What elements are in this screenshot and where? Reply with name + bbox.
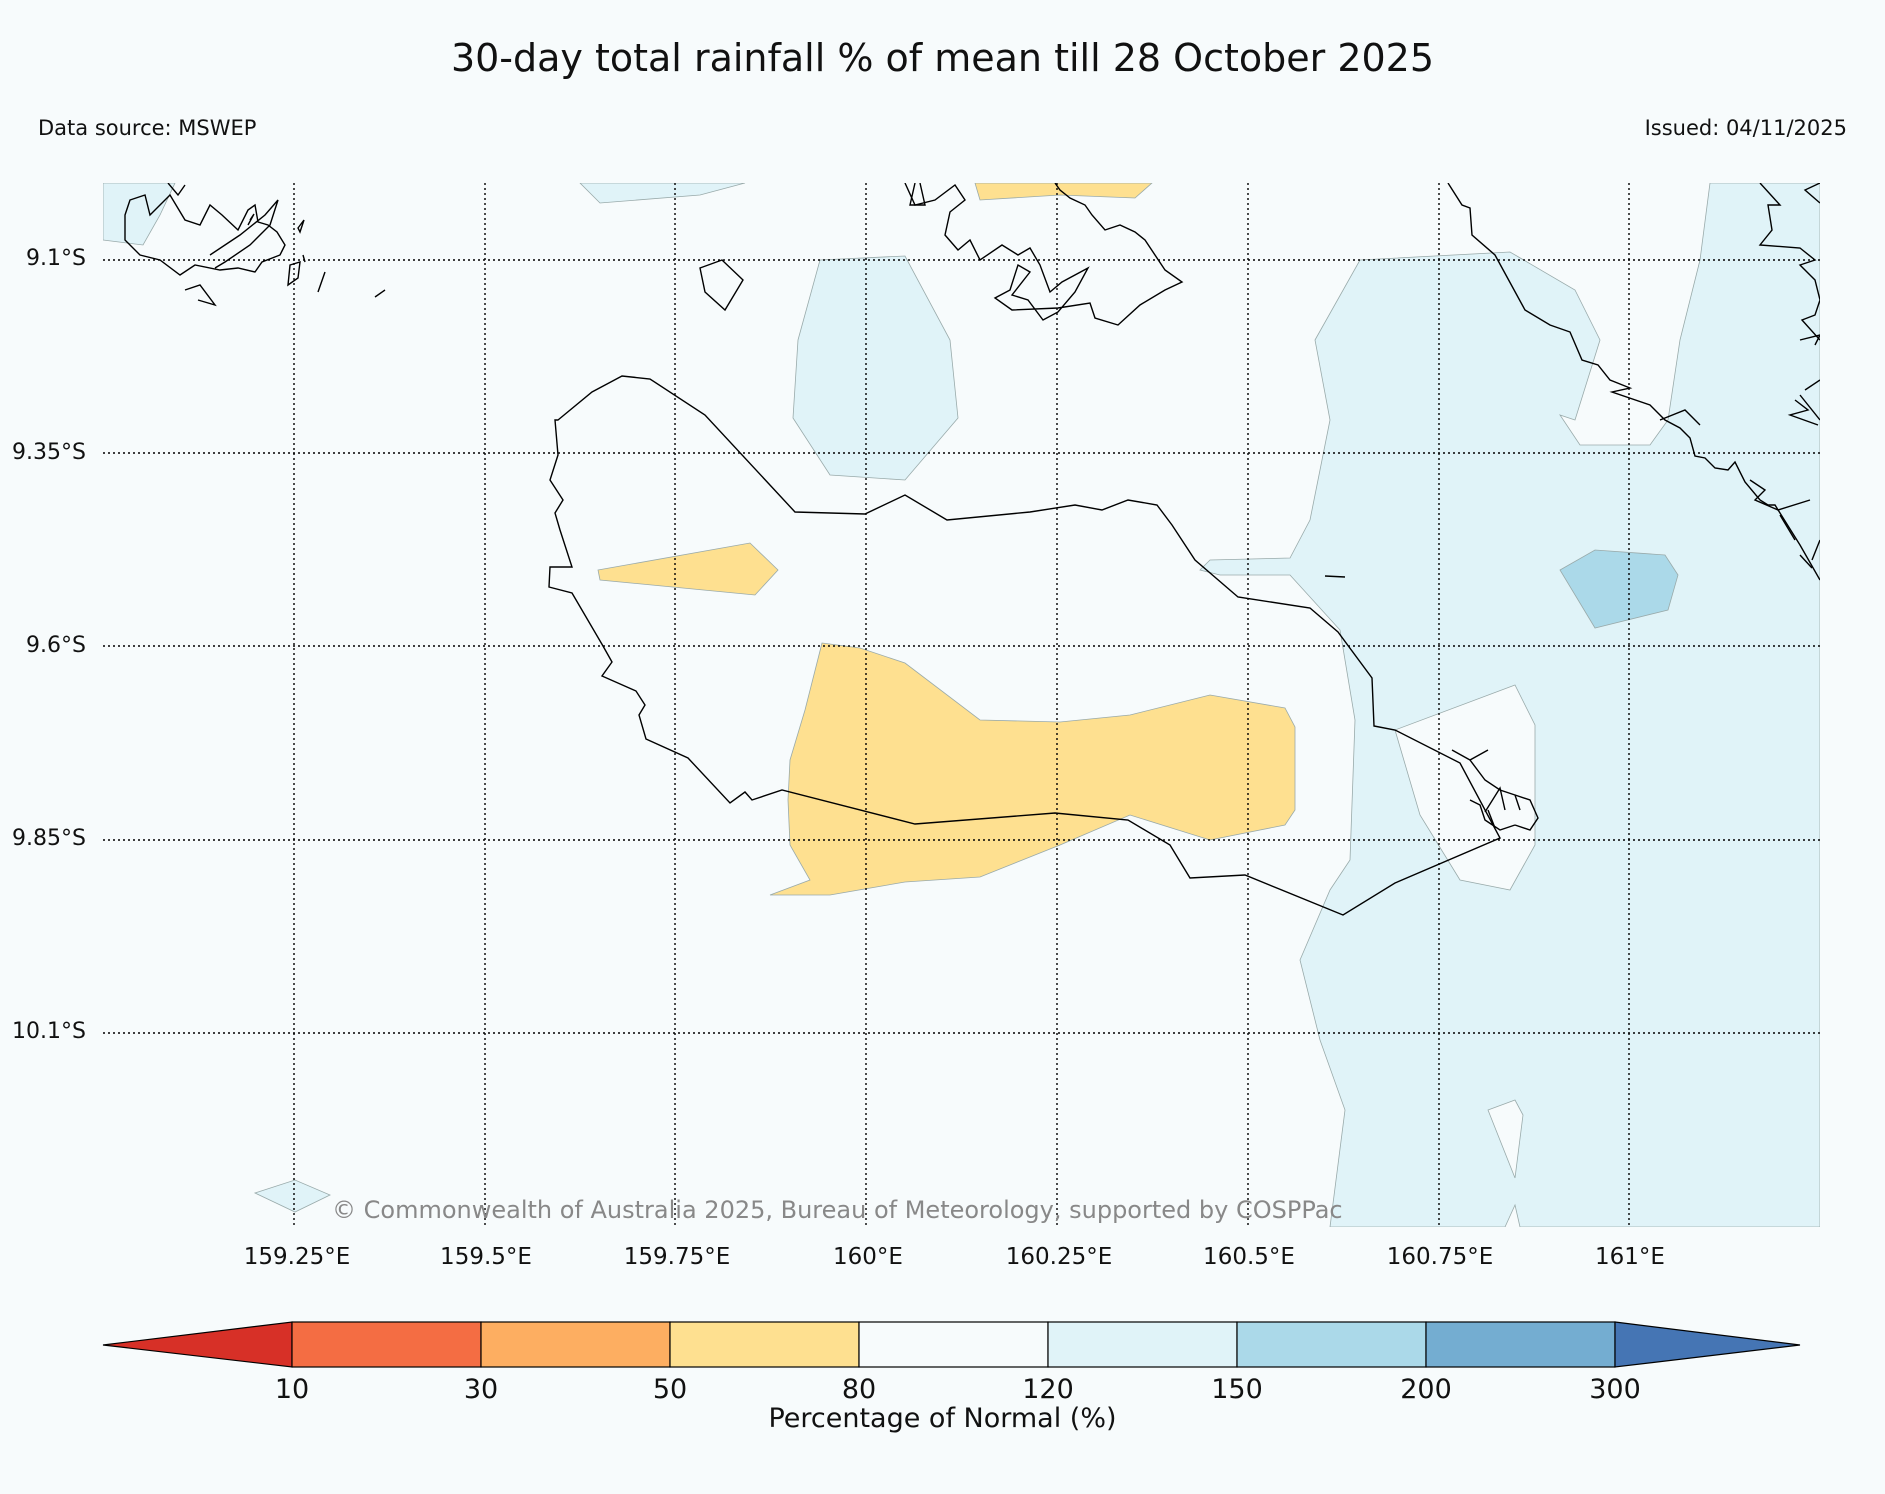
coastline-malaita-7 xyxy=(1749,479,1811,511)
coastline-malaita-5 xyxy=(1787,399,1819,426)
lat-label-9-6: 9.6°S xyxy=(26,633,86,658)
colorbar xyxy=(102,1321,1801,1368)
coastline-isabel-9 xyxy=(374,289,386,298)
colorbar-tick-120: 120 xyxy=(1022,1374,1074,1405)
contour-50-80-main xyxy=(769,642,1296,896)
coastline-isabel xyxy=(124,193,286,276)
lat-label-9-85: 9.85°S xyxy=(12,826,86,851)
colorbar-bin-120-150 xyxy=(1047,1321,1238,1368)
coastline-malaita-2 xyxy=(1803,183,1820,204)
gridlines xyxy=(103,183,1820,1227)
colorbar-tick-300: 300 xyxy=(1589,1374,1641,1405)
lat-label-9-1: 9.1°S xyxy=(26,246,86,271)
lon-label-160-75: 160.75°E xyxy=(1386,1244,1494,1270)
coastline-malaita-4 xyxy=(1799,394,1820,421)
lon-label-159-75: 159.75°E xyxy=(623,1244,731,1270)
coastline-isabel-10 xyxy=(302,254,306,263)
coastline-florida-islands xyxy=(699,259,744,312)
coastline-isabel-3 xyxy=(184,284,217,307)
coastline-malaita-12 xyxy=(1799,334,1820,346)
coastline-malaita-10 xyxy=(1811,539,1820,561)
colorbar-tick-30: 30 xyxy=(463,1374,499,1405)
colorbar-extend-low xyxy=(102,1321,293,1368)
colorbar-bin-50-80 xyxy=(669,1321,860,1368)
coastline-east-tip-3 xyxy=(1484,786,1506,813)
coastline-isabel-7 xyxy=(247,213,255,226)
coastline-nggela xyxy=(904,183,1184,326)
copyright-notice: © Commonwealth of Australia 2025, Bureau… xyxy=(332,1196,1343,1224)
map-area xyxy=(103,183,1820,1227)
coastline-malaita-8 xyxy=(1779,514,1796,541)
coastline-east-tip-4 xyxy=(1514,794,1539,831)
issued-date: Issued: 04/11/2025 xyxy=(1644,116,1847,140)
lon-label-160: 160°E xyxy=(833,1244,903,1270)
colorbar-bin-200-300 xyxy=(1425,1321,1616,1368)
coastline-isabel-5 xyxy=(317,271,326,293)
colorbar-bin-30-50 xyxy=(480,1321,671,1368)
coastline-savo xyxy=(909,183,926,206)
coastline-isabel-8 xyxy=(167,183,186,197)
colorbar-extend-high xyxy=(1614,1321,1801,1368)
coastline-isabel-6 xyxy=(297,219,305,234)
coastlines xyxy=(124,183,1820,916)
colorbar-bin-10-30 xyxy=(291,1321,482,1368)
contour-120-150-nw xyxy=(103,183,176,246)
lon-label-159-25: 159.25°E xyxy=(243,1244,351,1270)
colorbar-bin-150-200 xyxy=(1236,1321,1427,1368)
lon-label-159-5: 159.5°E xyxy=(440,1244,532,1270)
coastline-east-tip-5 xyxy=(1451,749,1471,761)
colorbar-tick-10: 10 xyxy=(274,1374,310,1405)
coastline-east-tip xyxy=(1468,749,1521,811)
colorbar-tick-200: 200 xyxy=(1400,1374,1452,1405)
colorbar-tick-150: 150 xyxy=(1211,1374,1263,1405)
coastline-malaita xyxy=(1447,183,1820,581)
map-title: 30-day total rainfall % of mean till 28 … xyxy=(450,36,1435,80)
contour-50-80-top xyxy=(974,183,1153,201)
contour-120-150-top xyxy=(579,183,746,204)
coastline-malaita-6 xyxy=(1659,409,1701,426)
coastline-east-tip-6 xyxy=(1487,809,1496,829)
colorbar-bin-80-120 xyxy=(858,1321,1049,1368)
coastline-east-tip-2 xyxy=(1469,799,1516,831)
lat-label-10-1: 10.1°S xyxy=(12,1019,86,1044)
coastline-malaita-11 xyxy=(1804,379,1820,391)
coastline-isabel-4 xyxy=(287,261,301,287)
coastline-east-tip-7 xyxy=(1324,575,1346,578)
lon-label-160-5: 160.5°E xyxy=(1203,1244,1295,1270)
contour-120-150-north xyxy=(792,255,959,481)
coastline-malaita-9 xyxy=(1799,554,1813,569)
coastline-isabel-2 xyxy=(209,199,279,269)
lon-label-160-25: 160.25°E xyxy=(1005,1244,1113,1270)
colorbar-tick-80: 80 xyxy=(841,1374,877,1405)
colorbar-label: Percentage of Normal (%) xyxy=(768,1403,1117,1434)
contour-80-120-hole-south xyxy=(1487,1099,1524,1179)
data-source: Data source: MSWEP xyxy=(38,116,257,140)
colorbar-tick-50: 50 xyxy=(652,1374,688,1405)
coastline-guadalcanal xyxy=(548,375,1501,916)
contour-150-200 xyxy=(1559,549,1679,629)
contour-120-150-sw xyxy=(253,1179,331,1213)
contour-50-80-mid xyxy=(597,542,779,596)
lon-label-161: 161°E xyxy=(1595,1244,1665,1270)
lat-label-9-35: 9.35°S xyxy=(12,440,86,465)
